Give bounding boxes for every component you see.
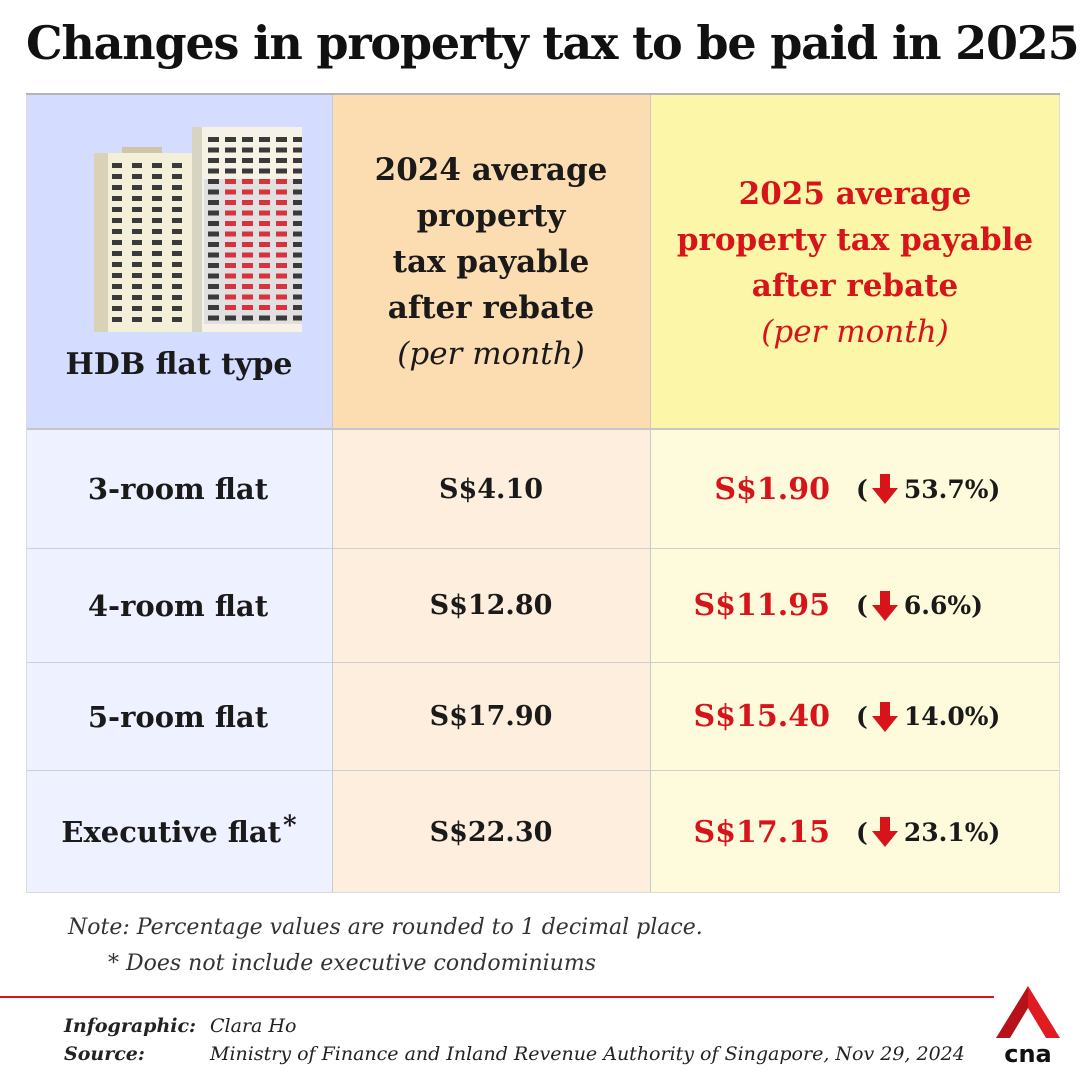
body-col-flat [26,428,332,893]
notes: Note: Percentage values are rounded to 1… [68,910,703,982]
header-2024-text: 2024 average property tax payable after … [332,147,650,377]
note-rounding: Note: Percentage values are rounded to 1… [68,915,703,940]
paren-open: ( [856,702,868,731]
footer-divider [0,996,994,998]
tax-2024-value: S$22.30 [429,816,553,848]
percent-change: (23.1%) [856,817,1000,847]
flat-type-label: 4-room flat [87,588,269,623]
flat-type-label: 3-room flat [87,472,269,506]
tax-2025-cell: S$1.90 (53.7%) [650,430,1060,548]
flat-type-cell: Executive flat * [26,771,332,893]
row-divider [26,548,1060,549]
property-tax-table: HDB flat type 2024 average property tax … [26,93,1060,893]
infographic-label: Infographic: [64,1015,197,1037]
body-col-2025 [650,428,1060,893]
flat-type-label: Executive flat [61,815,282,849]
percent-change-value: 14.0%) [903,702,1001,731]
tax-2024-cell: S$22.30 [332,771,650,893]
row-divider [26,770,1060,771]
tax-2024-cell: S$17.90 [332,663,650,770]
header-2024-line-2: property [416,198,566,234]
down-arrow-icon [871,474,898,504]
header-2024-line-3: tax payable [392,244,590,280]
percent-change-value: 23.1%) [903,817,1001,847]
tax-2025-value: S$11.95 [693,588,830,623]
table-edge [26,95,27,893]
header-2025-line-3: after rebate [751,268,959,304]
tax-2025-cell: S$15.40 (14.0%) [650,663,1060,770]
flat-type-cell: 3-room flat [26,430,332,548]
header-flat-type: HDB flat type [26,95,332,428]
percent-change: (14.0%) [856,701,1001,732]
tax-2025-value: S$17.15 [693,814,830,850]
asterisk-mark: * [283,811,297,841]
tax-2024-value: S$12.80 [429,590,553,621]
paren-open: ( [856,817,868,847]
column-divider [332,95,333,893]
tax-2025-cell: S$17.15 (23.1%) [650,771,1060,893]
down-arrow-icon [871,590,898,621]
down-arrow-icon [871,701,898,732]
tax-2024-cell: S$4.10 [332,430,650,548]
tax-2025-cell: S$11.95 (6.6%) [650,549,1060,662]
paren-open: ( [856,591,868,620]
header-2024-line-1: 2024 average [374,152,608,188]
header-2025-line-1: 2025 average [738,176,972,212]
paren-open: ( [856,474,868,504]
column-divider [650,95,651,893]
header-2024: 2024 average property tax payable after … [332,95,650,428]
hdb-building-icon [94,127,302,332]
percent-change-value: 6.6%) [903,591,983,620]
down-arrow-icon [871,817,898,847]
tax-2024-cell: S$12.80 [332,549,650,662]
header-2024-line-4: after rebate [387,290,595,326]
flat-type-cell: 5-room flat [26,663,332,770]
cna-logo-text: cna [1004,1040,1052,1066]
percent-change: (6.6%) [856,590,983,621]
row-divider [26,662,1060,663]
header-2025-per-month: (per month) [761,314,949,350]
tax-2024-value: S$4.10 [438,473,544,505]
header-2025-line-2: property tax payable [676,222,1034,258]
page-title: Changes in property tax to be paid in 20… [26,16,1080,70]
header-2025: 2025 average property tax payable after … [650,95,1060,428]
source-text: Ministry of Finance and Inland Revenue A… [210,1043,965,1065]
percent-change-value: 53.7%) [903,474,1001,504]
header-2025-text: 2025 average property tax payable after … [650,171,1060,355]
tax-2024-value: S$17.90 [429,701,553,732]
note-executive: * Does not include executive condominium… [108,951,596,976]
body-col-2024 [332,428,650,893]
table-edge [1059,95,1060,893]
infographic-author: Clara Ho [210,1015,297,1037]
table-edge [26,892,1060,893]
tax-2025-value: S$15.40 [693,699,830,734]
header-divider [26,428,1060,430]
flat-type-header: HDB flat type [65,347,293,382]
cna-logo-icon: cna [996,986,1060,1066]
flat-type-label: 5-room flat [87,699,269,734]
header-2024-per-month: (per month) [397,336,585,372]
source-label: Source: [64,1043,145,1065]
flat-type-cell: 4-room flat [26,549,332,662]
credits: Infographic: Clara Ho Source: Ministry of … [64,1012,965,1068]
tax-2025-value: S$1.90 [714,471,830,507]
percent-change: (53.7%) [856,474,1000,504]
